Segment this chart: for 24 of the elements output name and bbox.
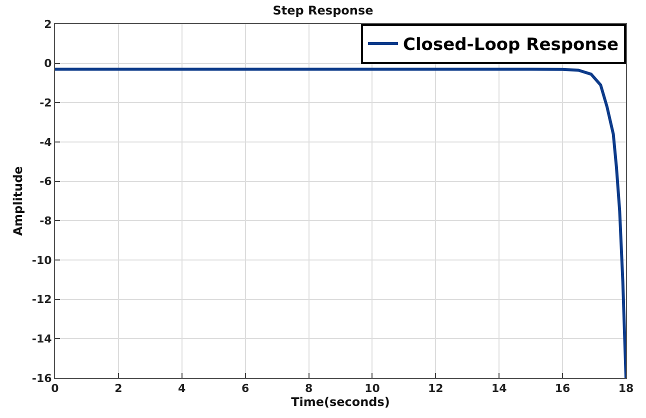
x-tick-label: 18 <box>618 382 634 396</box>
x-tick-label: 10 <box>364 382 380 396</box>
y-tick-label: -12 <box>32 293 52 306</box>
y-tick-label: -16 <box>32 372 52 385</box>
y-tick-label: -8 <box>40 214 52 228</box>
x-tick-label: 14 <box>491 382 508 396</box>
y-tick-label: -4 <box>40 136 52 149</box>
y-tick-label: -2 <box>40 96 52 110</box>
x-axis-title: Time(seconds) <box>291 395 390 410</box>
y-tick-label: -14 <box>32 332 52 346</box>
x-tick-label: 12 <box>428 382 444 396</box>
x-tick-label: 6 <box>242 382 250 396</box>
x-tick-label: 8 <box>304 382 313 396</box>
y-tick-label: 2 <box>44 18 52 31</box>
x-tick-label: 4 <box>178 382 186 396</box>
y-tick-label: 0 <box>44 57 52 70</box>
legend-label: Closed-Loop Response <box>403 35 618 56</box>
y-tick-label: -6 <box>40 175 52 188</box>
chart-title: Step Response <box>272 4 374 18</box>
x-tick-label: 16 <box>554 382 571 396</box>
y-axis-title: Amplitude <box>11 166 26 236</box>
line-series <box>55 68 626 378</box>
x-tick-label: 2 <box>114 382 122 396</box>
y-tick-label: -10 <box>32 254 52 267</box>
